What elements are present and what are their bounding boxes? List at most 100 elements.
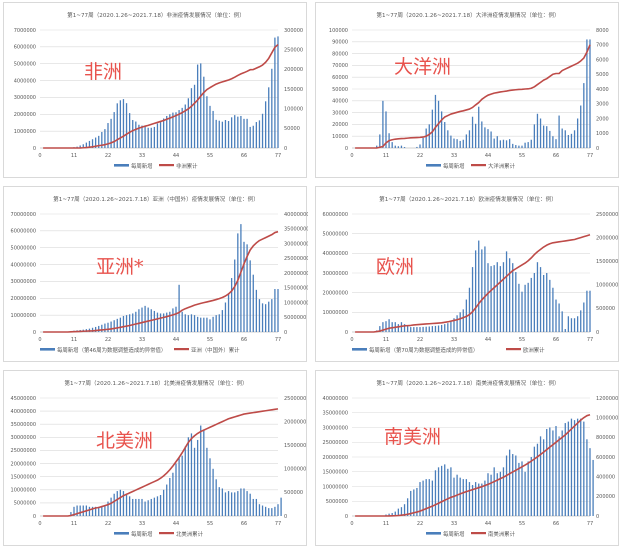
bar-weekly-new [515,145,517,148]
bar-weekly-new [119,100,122,148]
bar-weekly-new [555,426,557,516]
bar-weekly-new [564,130,566,148]
x-tick-label: 11 [71,153,77,159]
bar-weekly-new [521,145,523,148]
bar-weekly-new [184,104,186,148]
y2-tick-label: 20000000 [284,271,308,277]
y-tick-label: 40000000 [323,251,348,257]
bar-weekly-new [521,461,523,516]
bar-weekly-new [521,291,523,332]
y2-tick-label: 300000 [284,28,303,34]
bar-weekly-new [196,316,199,332]
bar-weekly-new [153,497,156,516]
bar-weekly-new [388,319,390,332]
bar-weekly-new [277,289,279,332]
bar-weekly-new [459,312,461,332]
y2-tick-label: 8000 [596,28,609,34]
y-tick-label: 40000000 [11,409,36,415]
bar-weekly-new [240,115,242,148]
bar-weekly-new [159,313,162,332]
bar-weekly-new [468,287,471,332]
bar-weekly-new [552,136,554,148]
bar-weekly-new [428,124,430,148]
y2-tick-label: 0 [284,146,287,152]
bar-weekly-new [419,327,421,332]
bar-weekly-new [98,506,100,516]
legend-swatch-bar [426,532,441,535]
bar-weekly-new [515,272,517,332]
bar-weekly-new [215,315,217,332]
bar-weekly-new [184,446,186,516]
line-cumulative [355,44,591,149]
bar-weekly-new [530,139,532,148]
x-tick-label: 33 [139,521,145,527]
bar-weekly-new [564,329,566,332]
y-tick-label: 60000000 [11,229,36,235]
bar-weekly-new [589,290,591,332]
x-tick-label: 22 [417,521,423,527]
y-tick-label: 1000000 [14,129,36,135]
y-tick-label: 50000 [332,87,348,93]
bar-weekly-new [187,315,190,332]
bar-weekly-new [150,498,152,516]
bar-weekly-new [570,318,573,332]
bar-weekly-new [166,115,168,148]
bar-weekly-new [252,125,254,148]
bar-weekly-new [406,498,409,516]
bar-weekly-new [144,125,146,148]
bar-weekly-new [440,324,443,332]
bar-weekly-new [382,322,384,332]
bar-weekly-new [505,140,508,148]
bar-weekly-new [203,429,205,516]
bar-weekly-new [576,418,579,516]
bar-weekly-new [132,120,134,148]
bar-weekly-new [542,125,545,148]
bar-weekly-new [135,498,137,516]
bar-weekly-new [178,457,180,516]
bar-weekly-new [586,439,588,516]
y2-tick-label: 1500000 [596,259,618,265]
x-tick-label: 0 [350,337,353,343]
bar-weekly-new [141,125,143,148]
bar-weekly-new [425,128,427,148]
y2-tick-label: 3000 [596,102,609,108]
chart-title: 第1~77周（2020.1.26~2021.7.18）非洲疫情发展情况（单位：例… [67,11,245,19]
bar-weekly-new [524,142,526,148]
bar-weekly-new [104,504,106,516]
bar-weekly-new [481,249,483,332]
bar-weekly-new [249,126,251,148]
bar-weekly-new [465,134,468,148]
bar-weekly-new [459,477,461,516]
bar-weekly-new [502,262,505,332]
y2-tick-label: 1000000 [596,283,618,289]
bar-weekly-new [474,250,477,332]
x-tick-label: 66 [553,337,559,343]
legend-swatch-bar [114,532,129,535]
bar-weekly-new [558,303,560,332]
bar-weekly-new [169,114,171,148]
x-tick-label: 77 [275,337,281,343]
bar-weekly-new [493,138,495,148]
bar-weekly-new [570,418,573,516]
bar-weekly-new [413,327,415,332]
bar-weekly-new [190,88,193,148]
bar-weekly-new [379,326,381,332]
bar-weekly-new [264,304,267,332]
bar-weekly-new [116,103,118,148]
y-tick-label: 10000000 [323,484,348,490]
bar-weekly-new [187,437,190,516]
bar-weekly-new [431,109,434,148]
bar-weekly-new [450,135,452,148]
bar-weekly-new [481,483,483,516]
bar-weekly-new [462,479,464,516]
bar-weekly-new [512,263,514,332]
bar-weekly-new [203,76,205,148]
bar-weekly-new [101,506,103,516]
bar-weekly-new [156,123,159,148]
bar-weekly-new [450,321,452,332]
bar-weekly-new [221,310,224,332]
y2-tick-label: 2500000 [284,396,306,402]
bar-weekly-new [499,140,502,148]
bar-weekly-new [172,472,174,516]
x-tick-label: 55 [519,337,525,343]
